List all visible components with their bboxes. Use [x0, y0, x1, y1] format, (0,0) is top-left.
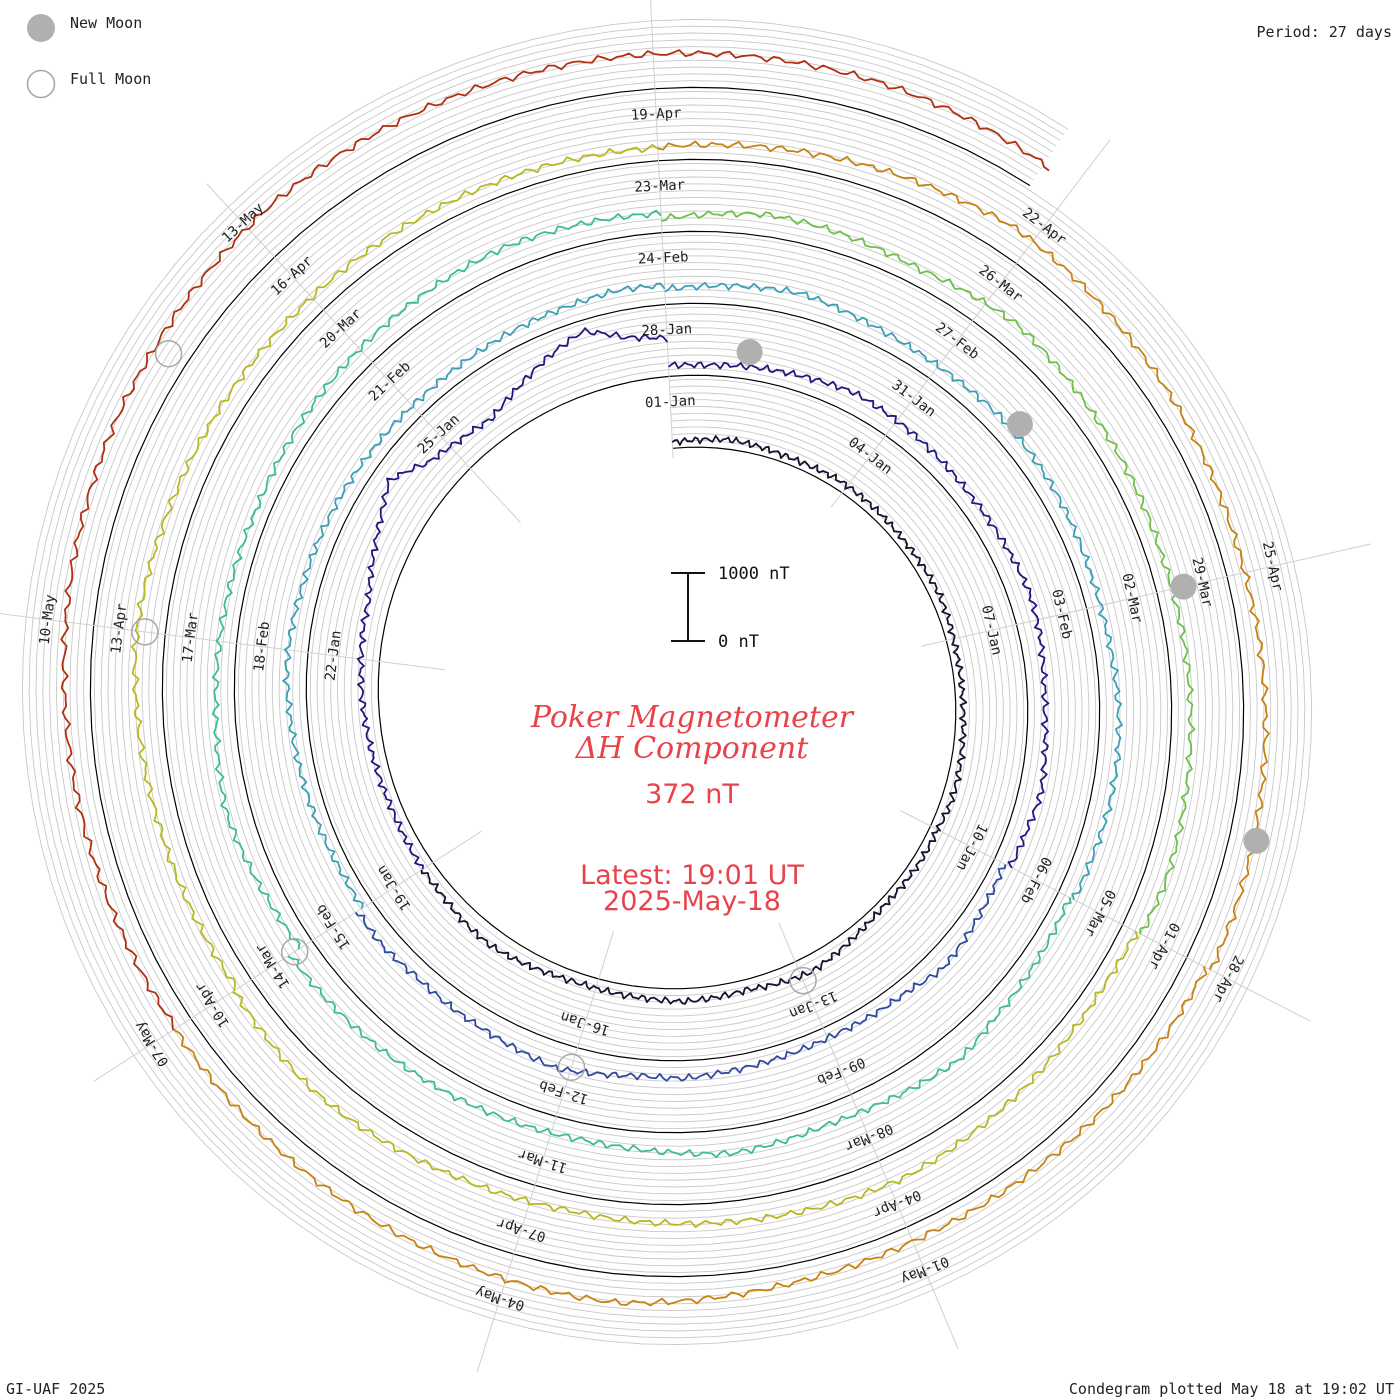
full-moon-marker [557, 1053, 586, 1081]
grid-spiral [28, 25, 1306, 1339]
data-trace [282, 282, 666, 909]
date-label: 01-May [898, 1253, 951, 1287]
new-moon-icon [27, 14, 55, 42]
date-label: 25-Apr [1259, 540, 1286, 593]
data-trace [664, 281, 1123, 901]
date-label: 02-Mar [1118, 572, 1145, 625]
grid-spiral [62, 59, 1272, 1305]
date-label: 09-Feb [815, 1054, 868, 1088]
data-trace [231, 931, 1139, 1228]
data-series [60, 49, 1270, 1307]
date-label: 01-Jan [645, 393, 696, 411]
date-spoke [206, 183, 521, 523]
date-spoke [93, 830, 482, 1082]
spiral-grid [21, 18, 1313, 1346]
date-label: 05-Mar [1081, 887, 1118, 939]
data-trace [356, 327, 669, 870]
scale-bottom-label: 0 nT [718, 632, 759, 652]
data-trace [211, 209, 662, 950]
date-label: 16-Apr [268, 253, 316, 299]
grid-spiral [21, 18, 1313, 1346]
grid-spiral [76, 73, 1258, 1291]
date-label: 03-Feb [1048, 588, 1075, 641]
full-moon-marker [789, 966, 817, 995]
footer-plot-time: Condegram plotted May 18 at 19:02 UT [1069, 1380, 1394, 1398]
date-label: 13-May [219, 200, 267, 246]
grid-spiral [83, 80, 1251, 1284]
grid-spiral [49, 46, 1285, 1318]
full-moon-icon [26, 69, 56, 99]
date-label: 10-May [37, 594, 59, 646]
date-spoke [900, 810, 1312, 1022]
date-spoke [830, 139, 1111, 508]
new-moon-marker [1170, 573, 1197, 600]
date-label: 07-Jan [978, 604, 1005, 657]
legend: New Moon Full Moon [26, 14, 151, 99]
data-trace [661, 210, 1196, 934]
date-label: 23-Mar [634, 177, 685, 195]
data-trace [173, 966, 1208, 1307]
date-label: 01-Apr [1145, 920, 1182, 972]
grid-spiral [55, 52, 1279, 1312]
data-trace [130, 144, 659, 991]
date-label: 24-Feb [638, 249, 689, 267]
data-trace [668, 361, 1050, 869]
new-moon-marker [736, 339, 763, 366]
date-label: 20-Mar [317, 306, 365, 352]
moon-phase-markers [131, 339, 1270, 1081]
grid-spiral [42, 39, 1292, 1325]
scale-top-label: 1000 nT [718, 564, 790, 584]
date-label: 04-Apr [870, 1186, 923, 1220]
data-trace [671, 435, 968, 832]
data-trace [420, 829, 939, 1005]
date-spokes [0, 0, 1372, 1373]
date-spoke [476, 931, 614, 1373]
full-moon-marker [131, 618, 159, 646]
date-spoke [650, 0, 674, 459]
current-value: 372 nT [645, 779, 739, 810]
new-moon-marker [1243, 827, 1270, 854]
full-moon-label: Full Moon [70, 70, 151, 88]
date-label: 21-Feb [366, 359, 414, 405]
footer-credit: GI-UAF 2025 [6, 1380, 105, 1398]
baseline-spiral [89, 86, 1245, 1278]
date-label: 12-Feb [537, 1077, 590, 1107]
date-label: 28-Jan [641, 321, 692, 339]
date-label: 11-Mar [516, 1146, 569, 1176]
date-label: 28-Apr [1209, 953, 1246, 1005]
data-trace [287, 897, 1072, 1159]
chart-title-line1: Poker Magnetometer [530, 700, 855, 735]
date-label: 22-Jan [323, 630, 345, 682]
date-label: 19-Apr [631, 105, 682, 123]
date-label: 18-Feb [251, 621, 273, 673]
period-text: Period: 27 days [1257, 23, 1392, 41]
scale-bar: 1000 nT 0 nT [671, 564, 790, 652]
full-moon-marker [280, 937, 309, 966]
data-trace [60, 49, 1050, 1031]
date-label: 16-Jan [559, 1008, 612, 1038]
spiral-baseline [89, 86, 1245, 1278]
date-label: 17-Mar [180, 612, 202, 664]
chart-title-line2: ΔH Component [575, 731, 809, 766]
full-moon-marker [154, 339, 183, 368]
date-label: 13-Apr [108, 603, 130, 655]
latest-date: 2025-May-18 [603, 886, 781, 917]
data-trace [657, 140, 1270, 970]
date-label: 13-Jan [787, 987, 840, 1021]
date-label: 07-Apr [495, 1214, 548, 1244]
date-spoke [778, 922, 959, 1349]
date-label: 08-Mar [842, 1120, 895, 1154]
date-spoke [920, 543, 1372, 647]
new-moon-marker [1006, 411, 1033, 438]
new-moon-label: New Moon [70, 14, 142, 32]
latest-time: Latest: 19:01 UT [580, 860, 804, 891]
date-label: 04-May [473, 1283, 526, 1313]
data-trace [354, 864, 1006, 1082]
grid-spiral [35, 32, 1299, 1332]
